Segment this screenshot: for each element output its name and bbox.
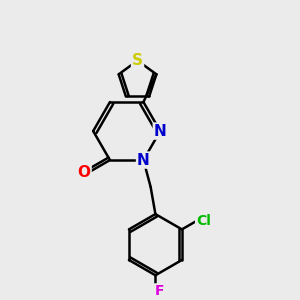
Text: F: F — [155, 284, 164, 298]
Text: N: N — [154, 124, 167, 139]
Text: N: N — [137, 153, 150, 168]
Text: Cl: Cl — [196, 214, 211, 228]
Text: S: S — [132, 53, 143, 68]
Text: O: O — [78, 165, 91, 180]
